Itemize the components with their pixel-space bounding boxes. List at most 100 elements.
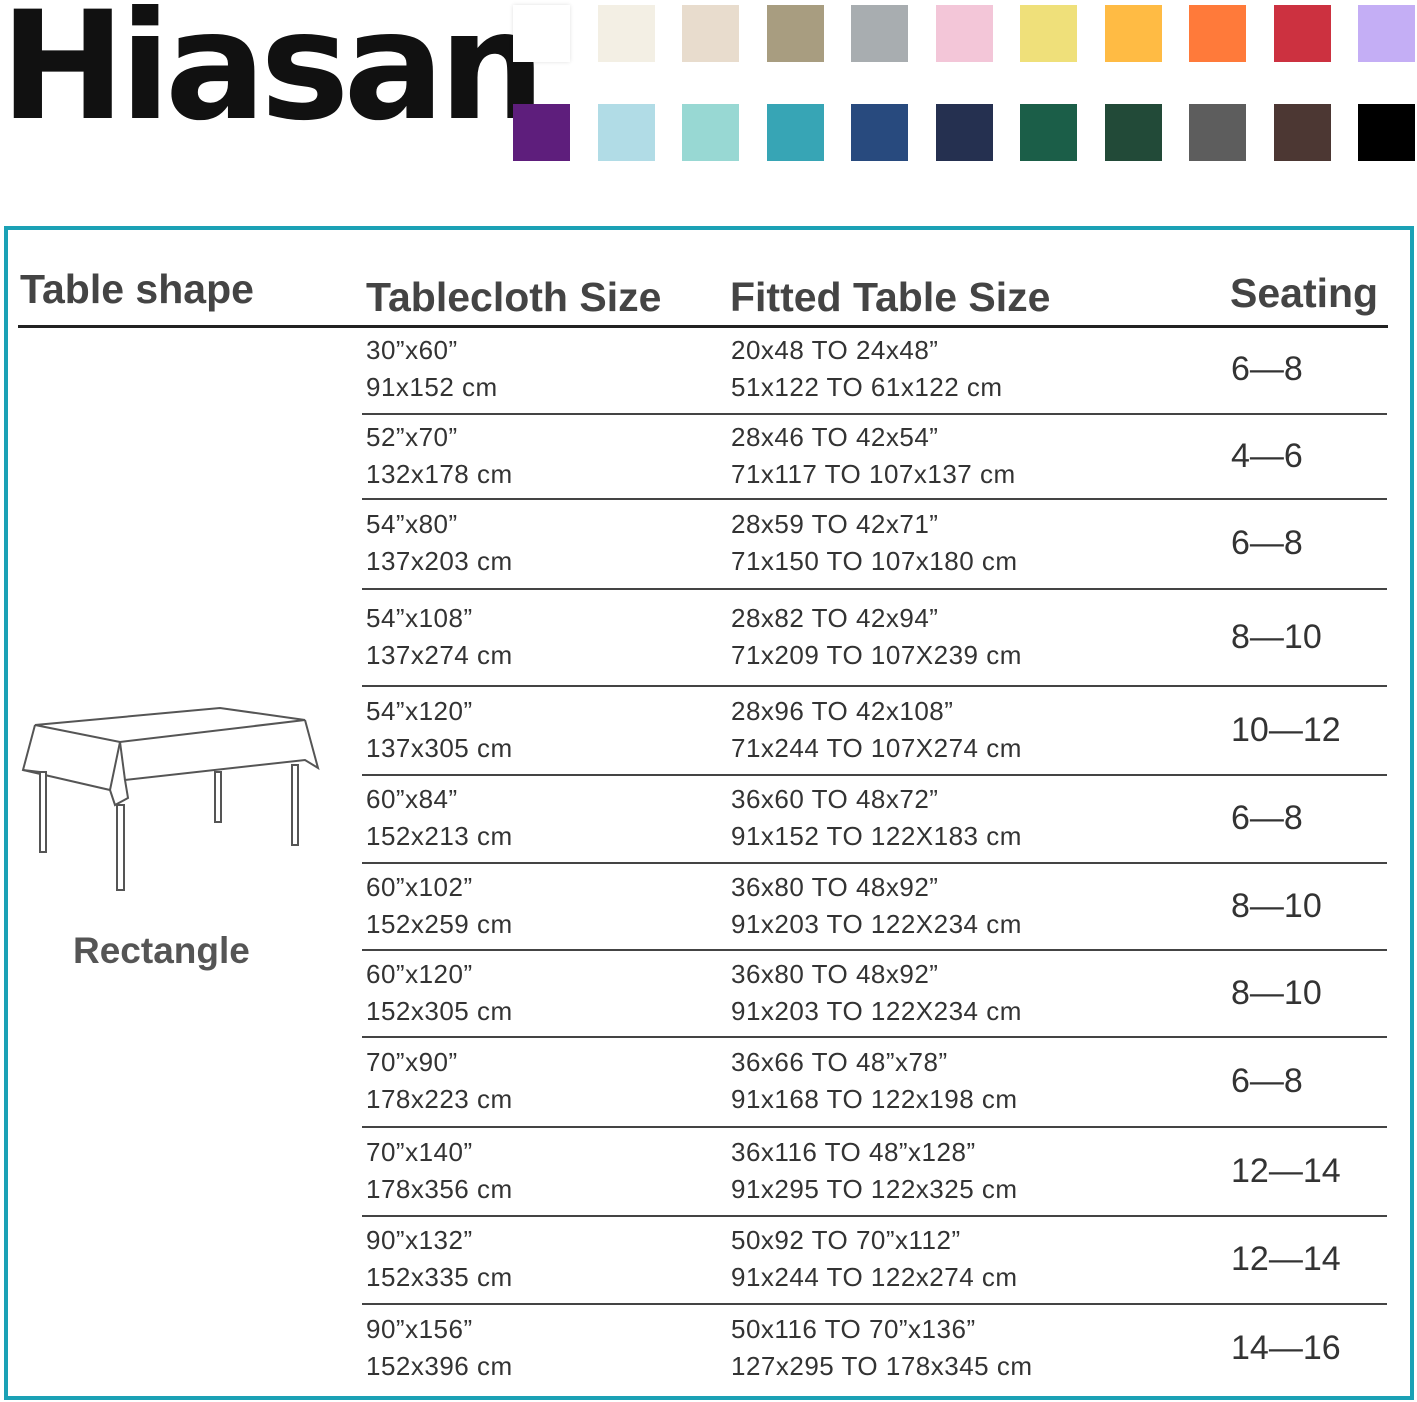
row-divider bbox=[362, 862, 1387, 864]
fitted-size-cm: 51x122 TO 61x122 cm bbox=[731, 372, 1003, 402]
color-swatch[interactable] bbox=[1358, 5, 1415, 62]
color-swatch[interactable] bbox=[851, 104, 908, 161]
tablecloth-size-cm: 137x203 cm bbox=[366, 546, 513, 576]
tablecloth-size-inches: 60”x84” bbox=[366, 784, 458, 814]
fitted-size-cm: 71x117 TO 107x137 cm bbox=[731, 458, 1016, 489]
fitted-size-inches: 50x116 TO 70”x136” bbox=[731, 1314, 976, 1344]
tablecloth-size-inches: 90”x132” bbox=[366, 1225, 473, 1255]
seating-range: 12—14 bbox=[1231, 1151, 1341, 1190]
tablecloth-size-cm: 152x259 cm bbox=[366, 908, 513, 939]
seating-range: 6—8 bbox=[1231, 1062, 1303, 1100]
color-swatch[interactable] bbox=[1104, 104, 1162, 161]
color-swatch[interactable] bbox=[1020, 104, 1077, 161]
tablecloth-size-cm: 152x213 cm bbox=[366, 821, 513, 851]
seating-range: 4—6 bbox=[1231, 436, 1303, 475]
color-swatch[interactable] bbox=[1273, 104, 1331, 161]
seating-range: 8—10 bbox=[1231, 617, 1322, 656]
row-divider bbox=[362, 413, 1387, 415]
fitted-size-inches: 28x59 TO 42x71” bbox=[731, 509, 939, 539]
color-swatch[interactable] bbox=[1020, 5, 1077, 62]
color-swatch[interactable] bbox=[1189, 5, 1246, 62]
tablecloth-size-cm: 152x396 cm bbox=[366, 1351, 513, 1381]
row-divider bbox=[362, 685, 1387, 687]
tablecloth-size-cm: 137x305 cm bbox=[366, 732, 513, 763]
brand-logo: Hiasan bbox=[0, 0, 545, 154]
color-swatch[interactable] bbox=[513, 104, 570, 161]
tablecloth-size-cm: 152x305 cm bbox=[366, 995, 513, 1026]
fitted-size-cm: 71x150 TO 107x180 cm bbox=[731, 546, 1018, 576]
color-swatch[interactable] bbox=[1189, 104, 1246, 161]
seating-range: 8—10 bbox=[1231, 973, 1322, 1012]
fitted-size-inches: 36x66 TO 48”x78” bbox=[731, 1047, 948, 1077]
color-swatch[interactable] bbox=[851, 5, 908, 62]
header-tablecloth-size: Tablecloth Size bbox=[366, 274, 662, 320]
fitted-size-cm: 91x203 TO 122X234 cm bbox=[731, 995, 1022, 1026]
fitted-size-inches: 28x96 TO 42x108” bbox=[731, 695, 954, 726]
color-swatch[interactable] bbox=[682, 104, 739, 161]
fitted-size-inches: 36x116 TO 48”x128” bbox=[731, 1136, 976, 1167]
color-swatch[interactable] bbox=[682, 5, 739, 62]
row-divider bbox=[362, 1126, 1387, 1128]
fitted-size-inches: 50x92 TO 70”x112” bbox=[731, 1225, 961, 1255]
fitted-size-inches: 36x80 TO 48x92” bbox=[731, 871, 939, 902]
tablecloth-size-cm: 152x335 cm bbox=[366, 1262, 513, 1292]
tablecloth-size-inches: 60”x120” bbox=[366, 958, 473, 989]
color-swatch[interactable] bbox=[1104, 5, 1162, 62]
row-divider bbox=[362, 774, 1387, 776]
fitted-size-cm: 91x244 TO 122x274 cm bbox=[731, 1262, 1018, 1292]
size-chart-frame bbox=[4, 226, 1414, 1400]
row-divider bbox=[362, 588, 1387, 590]
fitted-size-cm: 71x244 TO 107X274 cm bbox=[731, 732, 1022, 763]
tablecloth-size-inches: 54”x108” bbox=[366, 602, 473, 633]
tablecloth-size-inches: 52”x70” bbox=[366, 421, 458, 452]
color-swatch[interactable] bbox=[1358, 104, 1415, 161]
fitted-size-cm: 71x209 TO 107X239 cm bbox=[731, 639, 1022, 670]
seating-range: 10—12 bbox=[1231, 710, 1341, 749]
tablecloth-size-inches: 54”x80” bbox=[366, 509, 458, 539]
tablecloth-size-cm: 91x152 cm bbox=[366, 372, 498, 402]
header-table-shape: Table shape bbox=[20, 266, 254, 312]
row-divider bbox=[362, 1215, 1387, 1217]
tablecloth-size-cm: 178x223 cm bbox=[366, 1084, 513, 1114]
rectangle-table-icon bbox=[21, 706, 320, 891]
fitted-size-cm: 91x203 TO 122X234 cm bbox=[731, 908, 1022, 939]
fitted-size-inches: 28x46 TO 42x54” bbox=[731, 421, 939, 452]
color-swatch[interactable] bbox=[1273, 5, 1331, 62]
seating-range: 6—8 bbox=[1231, 350, 1303, 388]
color-swatch[interactable] bbox=[597, 104, 655, 161]
header-seating: Seating bbox=[1230, 270, 1379, 316]
color-swatch[interactable] bbox=[597, 5, 655, 62]
header-fitted-table-size: Fitted Table Size bbox=[730, 274, 1051, 320]
fitted-size-cm: 127x295 TO 178x345 cm bbox=[731, 1351, 1033, 1381]
row-divider bbox=[362, 949, 1387, 951]
row-divider bbox=[362, 498, 1387, 500]
seating-range: 6—8 bbox=[1231, 524, 1303, 562]
seating-range: 8—10 bbox=[1231, 886, 1322, 925]
tablecloth-size-inches: 54”x120” bbox=[366, 695, 473, 726]
tablecloth-size-inches: 70”x90” bbox=[366, 1047, 458, 1077]
fitted-size-inches: 20x48 TO 24x48” bbox=[731, 335, 939, 365]
row-divider bbox=[362, 1036, 1387, 1038]
fitted-size-cm: 91x295 TO 122x325 cm bbox=[731, 1173, 1018, 1204]
tablecloth-size-cm: 132x178 cm bbox=[366, 458, 513, 489]
fitted-size-inches: 28x82 TO 42x94” bbox=[731, 602, 939, 633]
tablecloth-size-inches: 30”x60” bbox=[366, 335, 458, 365]
fitted-size-cm: 91x168 TO 122x198 cm bbox=[731, 1084, 1018, 1114]
fitted-size-cm: 91x152 TO 122X183 cm bbox=[731, 821, 1022, 851]
seating-range: 6—8 bbox=[1231, 799, 1303, 837]
tablecloth-size-inches: 60”x102” bbox=[366, 871, 473, 902]
row-divider bbox=[362, 1303, 1387, 1305]
color-swatch[interactable] bbox=[766, 5, 824, 62]
color-swatch[interactable] bbox=[935, 104, 993, 161]
color-swatch[interactable] bbox=[513, 5, 570, 62]
color-swatch[interactable] bbox=[935, 5, 993, 62]
tablecloth-size-inches: 70”x140” bbox=[366, 1136, 473, 1167]
fitted-size-inches: 36x80 TO 48x92” bbox=[731, 958, 939, 989]
fitted-size-inches: 36x60 TO 48x72” bbox=[731, 784, 939, 814]
color-swatch[interactable] bbox=[766, 104, 824, 161]
tablecloth-size-cm: 137x274 cm bbox=[366, 639, 513, 670]
tablecloth-size-inches: 90”x156” bbox=[366, 1314, 473, 1344]
header-divider bbox=[18, 325, 1388, 328]
tablecloth-size-cm: 178x356 cm bbox=[366, 1173, 513, 1204]
seating-range: 12—14 bbox=[1231, 1240, 1341, 1278]
